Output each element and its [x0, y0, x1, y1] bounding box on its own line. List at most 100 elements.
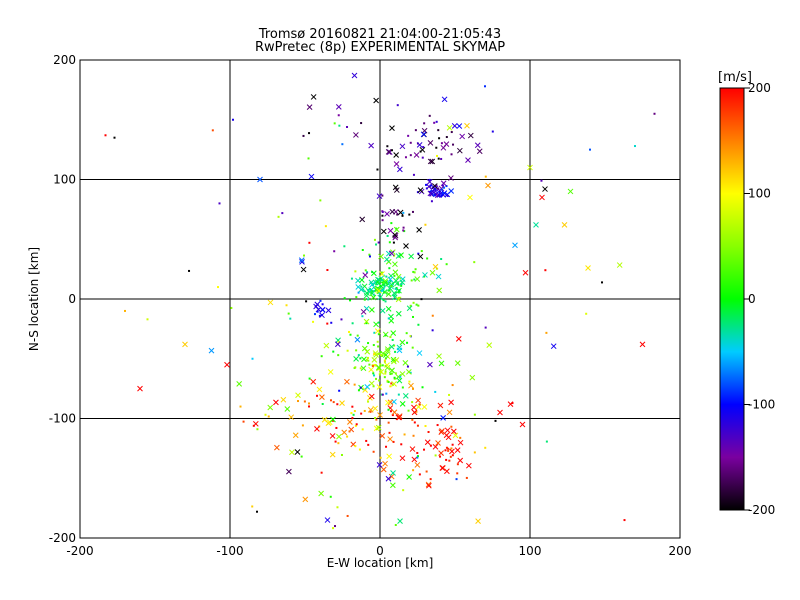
data-point-x — [399, 400, 406, 407]
data-point-x — [438, 450, 444, 456]
data-point-dot — [365, 358, 368, 361]
data-point-dot — [211, 129, 214, 132]
data-point-x — [450, 428, 457, 435]
data-point-dot — [374, 417, 377, 420]
data-point-x — [417, 187, 424, 193]
data-point-x — [335, 104, 342, 110]
data-point-x — [376, 193, 383, 199]
data-point-dot — [352, 413, 355, 416]
data-point-x — [432, 263, 439, 270]
data-point-x — [419, 146, 426, 153]
data-point-x — [316, 386, 323, 393]
data-point-dot — [412, 270, 415, 273]
data-point-dot — [388, 267, 391, 270]
data-point-dot — [316, 310, 319, 313]
data-point-dot — [414, 129, 417, 132]
data-point-dot — [545, 331, 548, 334]
data-point-dot — [393, 376, 396, 379]
data-point-dot — [308, 132, 311, 135]
data-point-x — [485, 182, 491, 189]
data-point-dot — [346, 349, 349, 352]
data-point-x — [446, 409, 453, 416]
data-point-dot — [431, 314, 434, 317]
data-point-dot — [436, 187, 439, 190]
data-point-dot — [374, 363, 377, 366]
data-point-dot — [369, 410, 372, 413]
data-point-x — [387, 436, 393, 442]
data-point-dot — [437, 129, 440, 132]
data-point-dot — [439, 190, 442, 193]
colorbar-tick-label: 200 — [748, 81, 771, 95]
data-point-x — [385, 291, 392, 297]
data-point-x — [411, 409, 418, 416]
data-point-dot — [428, 114, 431, 117]
grid-lines — [80, 60, 680, 538]
data-point-dot — [440, 142, 443, 145]
data-point-dot — [399, 375, 402, 378]
data-point-dot — [360, 285, 363, 288]
data-point-x — [388, 473, 395, 480]
data-point-dot — [385, 282, 388, 285]
data-point-x — [397, 518, 403, 524]
chart-subtitle: RwPretec (8p) EXPERIMENTAL SKYMAP — [255, 40, 505, 55]
data-point-dot — [365, 439, 368, 442]
data-point-x — [374, 328, 381, 334]
data-point-dot — [381, 214, 384, 217]
data-point-x — [376, 462, 383, 468]
data-point-x — [339, 400, 345, 406]
data-point-dot — [417, 304, 420, 307]
data-point-dot — [379, 351, 382, 354]
data-point-x — [376, 287, 382, 294]
data-point-dot — [375, 377, 378, 380]
data-point-x — [429, 269, 436, 276]
data-point-x — [438, 429, 445, 435]
colorbar-tick-label: -100 — [748, 398, 775, 412]
data-point-dot — [465, 476, 468, 479]
data-point-dot — [450, 447, 453, 450]
data-point-x — [424, 439, 431, 446]
data-point-x — [616, 262, 623, 268]
data-point-dot — [367, 443, 370, 446]
colorbar-label: [m/s] — [718, 70, 752, 85]
data-point-x — [364, 348, 371, 355]
data-point-dot — [362, 288, 365, 291]
data-point-dot — [393, 294, 396, 297]
data-point-x — [639, 341, 646, 348]
data-point-dot — [449, 455, 452, 458]
data-point-x — [408, 382, 414, 389]
data-point-dot — [441, 184, 444, 187]
data-point-dot — [305, 300, 308, 303]
data-point-dot — [329, 495, 332, 498]
data-point-x — [414, 462, 421, 468]
data-point-dot — [431, 329, 434, 332]
data-point-dot — [302, 134, 305, 137]
data-point-dot — [355, 296, 358, 299]
data-point-x — [416, 350, 423, 356]
data-point-dot — [368, 255, 371, 258]
data-point-x — [372, 405, 379, 412]
data-point-x — [417, 253, 424, 260]
data-point-dot — [256, 428, 259, 431]
data-point-dot — [372, 450, 375, 453]
data-point-dot — [427, 431, 430, 434]
data-point-dot — [332, 527, 335, 530]
data-point-x — [292, 432, 299, 439]
data-point-x — [399, 279, 406, 286]
data-point-dot — [373, 238, 376, 241]
data-point-x — [406, 305, 413, 312]
data-point-x — [387, 227, 394, 234]
data-point-x — [388, 250, 395, 257]
data-point-dot — [401, 386, 404, 389]
data-point-dot — [373, 374, 376, 377]
data-point-dot — [329, 399, 332, 402]
data-point-dot — [394, 524, 397, 527]
data-point-dot — [425, 187, 428, 190]
data-point-dot — [423, 448, 426, 451]
data-point-dot — [372, 293, 375, 296]
data-point-dot — [338, 389, 341, 392]
data-point-dot — [385, 392, 388, 395]
data-point-dot — [321, 402, 324, 405]
data-point-dot — [426, 257, 429, 260]
data-point-dot — [413, 278, 416, 281]
data-point-dot — [333, 122, 336, 125]
